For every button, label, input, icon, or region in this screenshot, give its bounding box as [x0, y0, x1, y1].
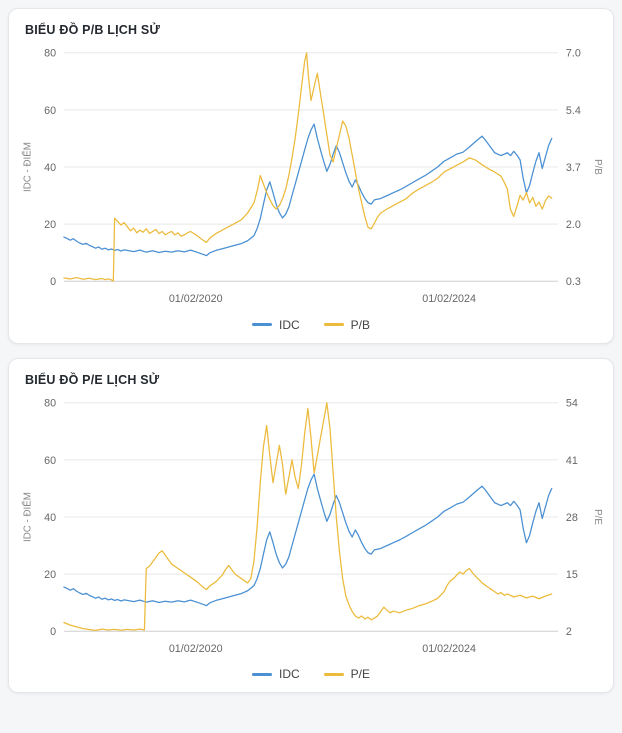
- left-axis-tick: 80: [44, 397, 56, 409]
- legend-label-p-b: P/B: [350, 317, 370, 332]
- right-axis-tick: 15: [566, 569, 578, 581]
- legend-item-p-b[interactable]: P/B: [323, 317, 370, 332]
- legend-item-idc[interactable]: IDC: [251, 667, 300, 682]
- right-axis-tick: 28: [566, 511, 578, 523]
- legend-item-idc[interactable]: IDC: [251, 317, 300, 332]
- legend-item-p-e[interactable]: P/E: [323, 667, 370, 682]
- legend-swatch-idc: [251, 672, 272, 676]
- left-axis-tick: 0: [50, 626, 56, 638]
- chart-canvas[interactable]: 0 2 20 15 40 28 60 41 80 54 01/02/2020 01/02/2024 ID…: [19, 393, 603, 663]
- right-axis-tick: 3.7: [566, 162, 581, 174]
- left-axis-tick: 20: [44, 219, 56, 231]
- pb-history-chart[interactable]: 0 0.3 20 2.0 40 3.7 60 5.4 80 7.0 01/02/2020 01/02/…: [19, 43, 603, 335]
- right-axis-tick: 2: [566, 626, 572, 638]
- right-axis-tick: 54: [566, 397, 578, 409]
- chart-legend: IDC P/E: [19, 662, 603, 684]
- series-line-p-e: [63, 401, 553, 631]
- series-line-p-b: [63, 52, 553, 282]
- left-axis-tick: 40: [44, 162, 56, 174]
- x-axis-tick: 01/02/2020: [169, 642, 223, 654]
- left-axis-tick: 60: [44, 454, 56, 466]
- legend-swatch-p-e: [323, 672, 344, 676]
- left-axis-tick: 60: [44, 105, 56, 117]
- pe-chart-title: BIỂU ĐỒ P/E LỊCH SỬ: [25, 372, 160, 387]
- chart-canvas[interactable]: 0 0.3 20 2.0 40 3.7 60 5.4 80 7.0 01/02/2020 01/02/…: [19, 43, 603, 313]
- x-axis-tick: 01/02/2020: [169, 293, 223, 305]
- right-axis-tick: 5.4: [566, 105, 581, 117]
- left-axis-title: IDC - ĐIỂM: [22, 142, 34, 192]
- right-axis-title: P/E: [592, 509, 603, 525]
- left-axis-tick: 20: [44, 569, 56, 581]
- pe-history-chart[interactable]: 0 2 20 15 40 28 60 41 80 54 01/02/2020 01/02/2024 ID…: [19, 393, 603, 685]
- legend-label-idc: IDC: [278, 667, 300, 682]
- pb-history-card: BIỂU ĐỒ P/B LỊCH SỬ 0 0.3 20 2.0 40 3.7 60 5.4 8…: [8, 8, 614, 344]
- pb-chart-title: BIỂU ĐỒ P/B LỊCH SỬ: [25, 23, 161, 37]
- right-axis-tick: 0.3: [566, 276, 581, 288]
- legend-label-p-e: P/E: [350, 667, 370, 682]
- x-axis-tick: 01/02/2024: [422, 293, 476, 305]
- right-axis-tick: 2.0: [566, 219, 581, 231]
- right-axis-tick: 41: [566, 454, 578, 466]
- series-line-idc: [63, 473, 553, 606]
- left-axis-tick: 0: [50, 276, 56, 288]
- left-axis-title: IDC - ĐIỂM: [22, 492, 34, 542]
- left-axis-tick: 80: [44, 48, 56, 60]
- right-axis-tick: 7.0: [566, 48, 581, 60]
- x-axis-tick: 01/02/2024: [422, 642, 476, 654]
- left-axis-tick: 40: [44, 511, 56, 523]
- right-axis-title: P/B: [592, 159, 603, 175]
- legend-swatch-idc: [251, 323, 272, 327]
- chart-legend: IDC P/B: [19, 313, 603, 335]
- legend-swatch-p-b: [323, 323, 344, 327]
- pe-history-card: BIỂU ĐỒ P/E LỊCH SỬ 0 2 20 15 40 28 60 41 80 54 01…: [8, 357, 614, 694]
- series-line-idc: [63, 123, 553, 257]
- legend-label-idc: IDC: [278, 317, 300, 332]
